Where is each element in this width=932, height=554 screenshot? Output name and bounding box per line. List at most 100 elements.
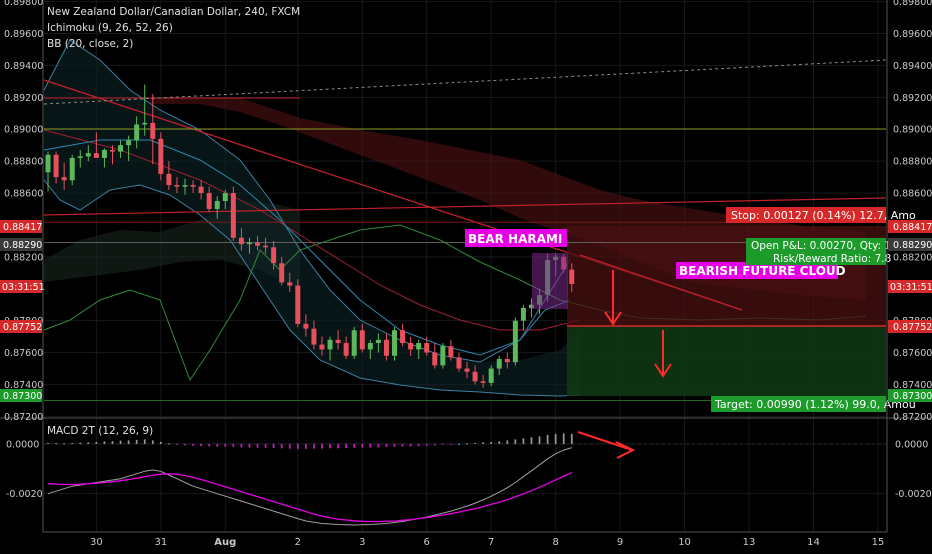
- macd-histogram-bar: [538, 436, 541, 444]
- macd-histogram-bar: [345, 443, 348, 449]
- x-tick-label: 9: [617, 537, 623, 548]
- candle-body: [367, 343, 373, 350]
- stop-info-label: Stop: 0.00127 (0.14%) 12.7, Amo: [731, 209, 916, 222]
- x-tick-label: 14: [807, 537, 820, 548]
- candle-body: [69, 157, 75, 181]
- candle: [174, 177, 180, 194]
- current-price-label-right: 0.88290: [893, 240, 932, 251]
- candle: [375, 333, 381, 353]
- candle: [214, 196, 220, 219]
- candle-body: [287, 282, 293, 286]
- candle: [222, 189, 228, 209]
- y-tick-label-left: 0.87400: [4, 380, 43, 391]
- macd-histogram-bar: [522, 438, 525, 444]
- candle-body: [408, 343, 414, 350]
- x-tick-label: 6: [424, 537, 430, 548]
- candle-body: [456, 357, 462, 369]
- macd-histogram-bar: [458, 443, 460, 445]
- macd-legend[interactable]: MACD 2T (12, 26, 9): [47, 425, 153, 437]
- candle-body: [472, 371, 478, 382]
- candle-body: [45, 154, 51, 173]
- macd-histogram-bar: [151, 440, 154, 444]
- candle: [238, 228, 244, 251]
- macd-histogram-bar: [143, 439, 146, 444]
- candle: [359, 323, 365, 353]
- candle: [440, 343, 446, 369]
- macd-histogram-bar: [433, 443, 436, 446]
- candle: [77, 149, 83, 168]
- candle-body: [174, 185, 180, 187]
- macd-histogram-bar: [87, 442, 90, 444]
- macd-histogram-bar: [409, 443, 412, 447]
- y-tick-label-right: 0.89600: [893, 29, 932, 40]
- bollinger-lower-line: [43, 179, 581, 397]
- candle-body: [158, 138, 164, 174]
- chart-title: New Zealand Dollar/Canadian Dollar, 240,…: [47, 6, 300, 18]
- candle-body: [93, 153, 99, 158]
- candle-body: [142, 122, 148, 125]
- macd-histogram-bar: [47, 442, 49, 444]
- candle: [158, 132, 164, 181]
- candle-body: [303, 323, 309, 329]
- macd-histogram-bar: [240, 443, 243, 448]
- candle: [303, 314, 309, 337]
- candle: [488, 365, 494, 387]
- y-tick-label-right: 0.89400: [893, 61, 932, 72]
- macd-histogram-bar: [570, 433, 573, 444]
- price-labels-left: 0.88417 0.88290 03:31:51 0.87752 0.87300: [0, 220, 45, 402]
- macd-pane: 0.0000 0.0000 -0.0020 -0.0020: [6, 433, 932, 526]
- candle-body: [53, 154, 59, 178]
- entry-price-label-right: 0.87752: [893, 322, 932, 333]
- candle: [335, 330, 341, 350]
- macd-histogram-bar: [506, 440, 509, 444]
- bear-harami-label-box: [465, 229, 567, 247]
- macd-histogram-bar: [490, 441, 493, 444]
- macd-histogram-bar: [450, 443, 452, 445]
- candle: [126, 135, 132, 162]
- x-tick-label: Aug: [214, 537, 236, 548]
- y-tick-label-right: 0.89000: [893, 125, 932, 136]
- macd-arrow: [577, 431, 636, 459]
- macd-histogram-bar: [216, 443, 219, 447]
- macd-line: [47, 447, 572, 526]
- candle-body: [271, 247, 277, 264]
- macd-histogram-bar: [264, 443, 267, 448]
- ichimoku-legend[interactable]: Ichimoku (9, 26, 52, 26): [47, 22, 173, 34]
- macd-histogram-bar: [417, 443, 420, 447]
- macd-histogram-bar: [135, 439, 138, 444]
- candle-body: [496, 358, 502, 369]
- macd-histogram-bar: [79, 442, 82, 444]
- candles: [45, 84, 575, 388]
- candle-body: [504, 358, 510, 363]
- time-axis: 30 31 Aug 2 3 6 7 8 9 10 13 14 15: [90, 537, 884, 548]
- bb-legend[interactable]: BB (20, close, 2): [47, 38, 133, 50]
- target-info-label: Target: 0.00990 (1.12%) 99.0, Amou: [714, 398, 916, 411]
- candle: [206, 186, 212, 213]
- x-tick-label: 10: [678, 537, 691, 548]
- bearish-cloud-label-box: [676, 262, 838, 279]
- macd-histogram-bar: [200, 443, 202, 447]
- candle-body: [190, 185, 196, 187]
- macd-histogram-bar: [176, 443, 178, 445]
- macd-histogram-bar: [425, 443, 428, 446]
- y-tick-label-left: 0.88600: [4, 189, 43, 200]
- candle-body: [263, 245, 269, 248]
- candle-body: [230, 193, 236, 238]
- entry-price-label-left: 0.87752: [3, 322, 42, 333]
- trend-line-dotted: [43, 59, 887, 105]
- macd-histogram-bar: [466, 443, 468, 445]
- candle-body: [512, 320, 518, 363]
- y-tick-label-left: 0.89200: [4, 93, 43, 104]
- candle: [416, 339, 422, 359]
- macd-histogram-bar: [168, 443, 170, 445]
- macd-histogram-bar: [224, 443, 227, 447]
- macd-histogram-bar: [514, 439, 517, 444]
- target-price-label-right: 0.87300: [893, 391, 932, 402]
- candle-body: [424, 343, 430, 353]
- y-tick-label-left: 0.89600: [4, 29, 43, 40]
- macd-histogram-bar: [546, 434, 549, 444]
- candle-body: [416, 343, 422, 350]
- candle: [343, 336, 349, 359]
- candle: [279, 256, 285, 286]
